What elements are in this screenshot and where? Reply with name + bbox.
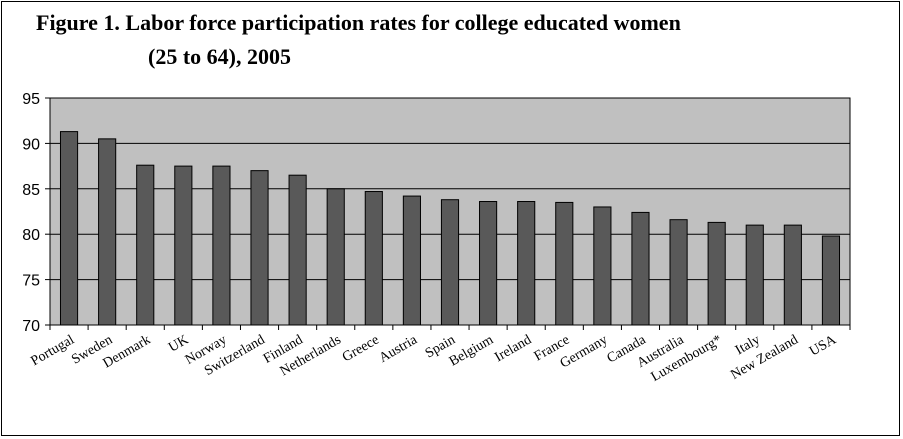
bar [669, 219, 688, 326]
y-tick-label: 80 [22, 227, 40, 244]
x-tick-label: Belgium [447, 332, 496, 369]
bar [212, 165, 231, 326]
bar [479, 201, 498, 326]
bar [174, 165, 193, 326]
bars [59, 131, 841, 326]
bar [364, 191, 383, 326]
x-tick-label: Ireland [492, 332, 534, 365]
bar [288, 174, 307, 326]
y-tick-label: 90 [22, 136, 40, 153]
x-tick-label: Greece [340, 332, 382, 365]
x-tick-label: Portugal [28, 332, 77, 369]
bar [821, 235, 841, 326]
bar [555, 201, 574, 326]
bar [59, 131, 79, 326]
chart-title-line-2: (25 to 64), 2005 [148, 44, 291, 69]
bar [326, 188, 345, 326]
bar [631, 211, 650, 326]
axes [45, 97, 851, 330]
y-tick-label: 75 [22, 273, 40, 290]
bar [517, 201, 536, 326]
bar [593, 206, 612, 326]
x-tick-label: Austria [377, 332, 421, 366]
bar [98, 138, 117, 326]
x-tick-label: USA [807, 332, 840, 359]
y-tick-label: 70 [22, 318, 40, 335]
bar [440, 199, 460, 326]
bar [136, 164, 155, 326]
bar [707, 221, 726, 326]
y-tick-labels: 70 75 80 85 90 95 [22, 91, 40, 335]
bar [250, 170, 269, 326]
y-tick-label: 85 [22, 182, 40, 199]
bar [402, 195, 421, 326]
chart-title-line-1: Figure 1. Labor force participation rate… [36, 10, 681, 35]
bar [783, 224, 802, 326]
bar [745, 224, 764, 326]
y-tick-label: 95 [22, 91, 40, 108]
